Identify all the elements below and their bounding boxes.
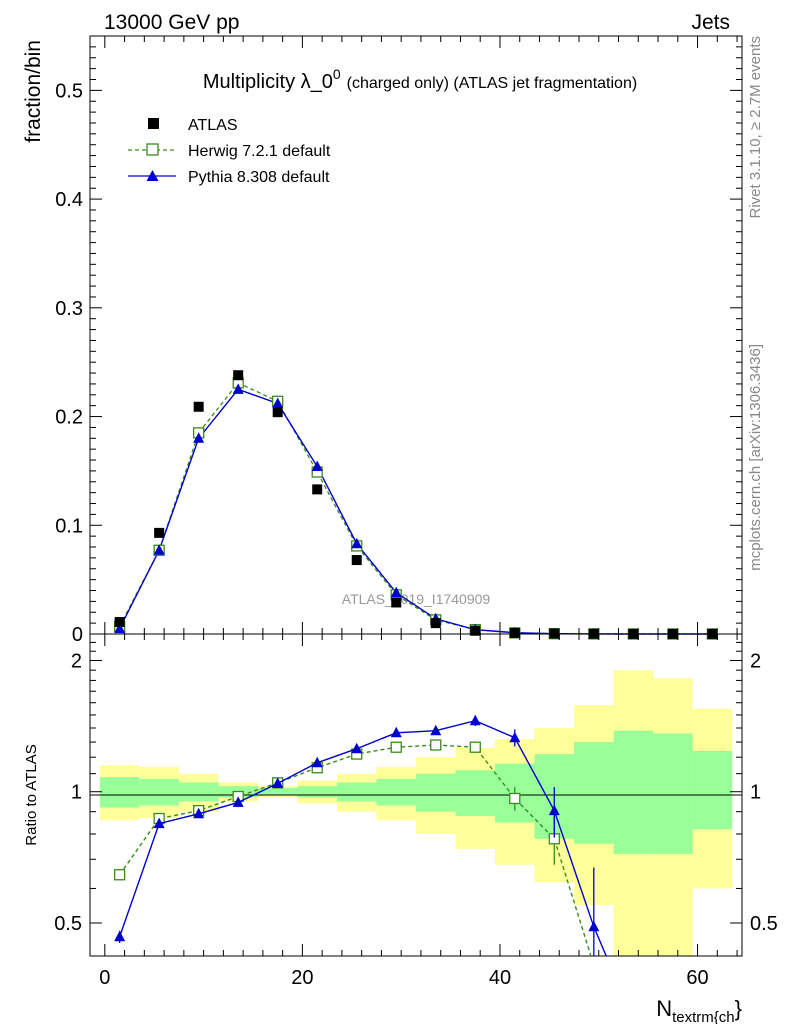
pythia-point: [114, 622, 126, 634]
side-label-source: mcplots.cern.ch [arXiv:1306.3436]: [747, 344, 764, 571]
pythia-ratio-point: [390, 726, 402, 738]
atlas-point: [114, 617, 125, 628]
title-sup: 0: [333, 66, 341, 82]
ratio-panel: 0.5 0.51 12 20 20 40 60 Ratio to ATLAS Ntextrm…: [23, 633, 778, 1024]
pythia-ratio-point: [430, 724, 442, 736]
pythia-point: [351, 537, 363, 549]
pythia-ratio-point: [232, 796, 244, 807]
herwig-ratio-point: [509, 792, 521, 805]
pythia-ratio-point: [193, 807, 205, 819]
x-tick-label: 0: [99, 967, 110, 989]
ratio-ticks: [90, 634, 742, 956]
band-inner: [455, 770, 496, 816]
ratio-y-tick-label-right: 1: [750, 782, 761, 804]
pythia-point: [311, 460, 323, 472]
x-tick-label: 20: [291, 967, 313, 989]
main-y-axis-label: fraction/bin: [22, 40, 45, 143]
x-tick-label: 40: [489, 967, 511, 989]
pythia-ratio-point: [351, 742, 363, 754]
band-inner: [99, 777, 140, 808]
legend-marker-atlas: [148, 118, 159, 129]
ratio-series: [113, 714, 607, 956]
main-y-tick-label: 0.4: [55, 189, 83, 211]
band-inner: [178, 782, 219, 802]
main-panel: 0 0.1 0.2 0.3 0.4 0.5 fraction/bin ATLAS_2019…: [22, 35, 743, 646]
pythia-ratio-point: [311, 756, 323, 768]
ratio-y-axis-label: Ratio to ATLAS: [23, 744, 40, 845]
atlas-point: [312, 484, 323, 495]
title-main: Multiplicity λ_0: [203, 71, 333, 93]
atlas-point: [154, 527, 165, 538]
x-axis-label: Ntextrm{ch}: [656, 996, 742, 1024]
x-axis-subscript: textrm{ch: [672, 1009, 735, 1024]
pythia-point: [232, 383, 244, 394]
main-y-tick-label: 0.1: [55, 515, 83, 537]
band-inner: [653, 733, 693, 854]
band-inner: [416, 773, 456, 812]
pythia-point: [153, 544, 165, 555]
plot-title: Multiplicity λ_00 (charged only) (ATLAS j…: [203, 66, 637, 93]
pythia-ratio-line: [118, 719, 607, 956]
main-y-tick-label: 0: [72, 624, 83, 646]
legend: ATLAS Herwig 7.2.1 default Pythia 8.308 …: [128, 117, 331, 186]
header-left: 13000 GeV pp: [104, 11, 239, 34]
main-tick-labels: 0 0.1 0.2 0.3 0.4 0.5: [55, 80, 83, 646]
pythia-point: [193, 432, 205, 443]
legend-label-pythia: Pythia 8.308 default: [188, 169, 330, 186]
ratio-y-tick-label-left: 1: [71, 782, 82, 804]
band-inner: [613, 730, 654, 854]
atlas-point: [351, 555, 362, 566]
legend-marker-herwig: [146, 143, 159, 156]
ratio-series-clipped: [113, 714, 607, 956]
pythia-point: [390, 586, 402, 598]
band-inner: [257, 787, 298, 796]
pythia-ratio-point: [469, 714, 481, 726]
main-y-tick-label: 0.3: [55, 298, 83, 320]
herwig-ratio-point: [469, 741, 481, 753]
main-y-tick-label: 0.5: [55, 80, 83, 102]
ratio-tick-labels: 0.5 0.51 12 20 20 40 60: [54, 650, 778, 989]
band-inner: [139, 778, 179, 806]
atlas-point: [272, 407, 283, 418]
band-inner: [297, 786, 337, 798]
band-inner: [336, 782, 377, 802]
ratio-y-tick-label-right: 0.5: [750, 913, 778, 935]
ratio-bands: [99, 670, 733, 956]
atlas-point: [391, 597, 402, 608]
atlas-point: [233, 370, 244, 381]
band-inner: [692, 750, 733, 830]
pythia-ratio-point: [548, 804, 560, 816]
side-label-rivet: Rivet 3.1.10, ≥ 2.7M events: [747, 36, 764, 219]
herwig-ratio-point: [430, 739, 442, 751]
legend-label-atlas: ATLAS: [188, 117, 238, 134]
pythia-ratio-point: [272, 777, 284, 788]
svg-text:Multiplicity λ_00(charged only: Multiplicity λ_00 (charged only) (ATLAS j…: [203, 66, 637, 93]
watermark: ATLAS_2019_I1740909: [342, 591, 491, 607]
herwig-ratio-point: [113, 869, 126, 881]
ratio-y-tick-label-right: 2: [750, 650, 761, 672]
pythia-ratio-point: [114, 930, 126, 942]
legend-marker-pythia: [146, 170, 159, 181]
atlas-point: [470, 625, 481, 636]
pythia-ratio-point: [509, 731, 521, 743]
main-y-tick-label: 0.2: [55, 407, 83, 429]
main-ticks: [90, 35, 742, 635]
band-inner: [574, 742, 614, 844]
header-right: Jets: [691, 11, 730, 34]
band-inner: [376, 778, 416, 806]
pythia-point: [272, 397, 284, 408]
title-tail: (charged only) (ATLAS jet fragmentation): [347, 75, 638, 92]
legend-label-herwig: Herwig 7.2.1 default: [188, 143, 331, 160]
herwig-ratio-point: [390, 741, 402, 753]
pythia-ratio-point: [588, 920, 600, 932]
atlas-point: [193, 401, 204, 412]
ratio-y-tick-label-left: 2: [71, 650, 82, 672]
atlas-point: [509, 627, 520, 638]
ratio-y-tick-label-left: 0.5: [54, 913, 82, 935]
x-tick-label: 60: [686, 967, 708, 989]
atlas-point: [430, 618, 441, 629]
pythia-ratio-point: [153, 817, 165, 829]
